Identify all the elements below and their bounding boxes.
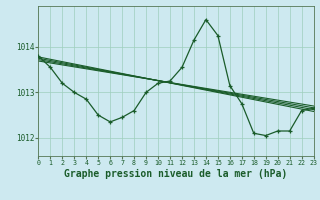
X-axis label: Graphe pression niveau de la mer (hPa): Graphe pression niveau de la mer (hPa): [64, 169, 288, 179]
